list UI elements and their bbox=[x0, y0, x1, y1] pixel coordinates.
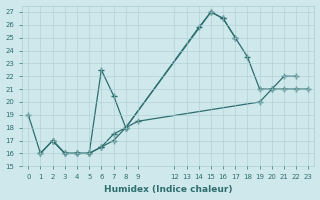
X-axis label: Humidex (Indice chaleur): Humidex (Indice chaleur) bbox=[104, 185, 233, 194]
